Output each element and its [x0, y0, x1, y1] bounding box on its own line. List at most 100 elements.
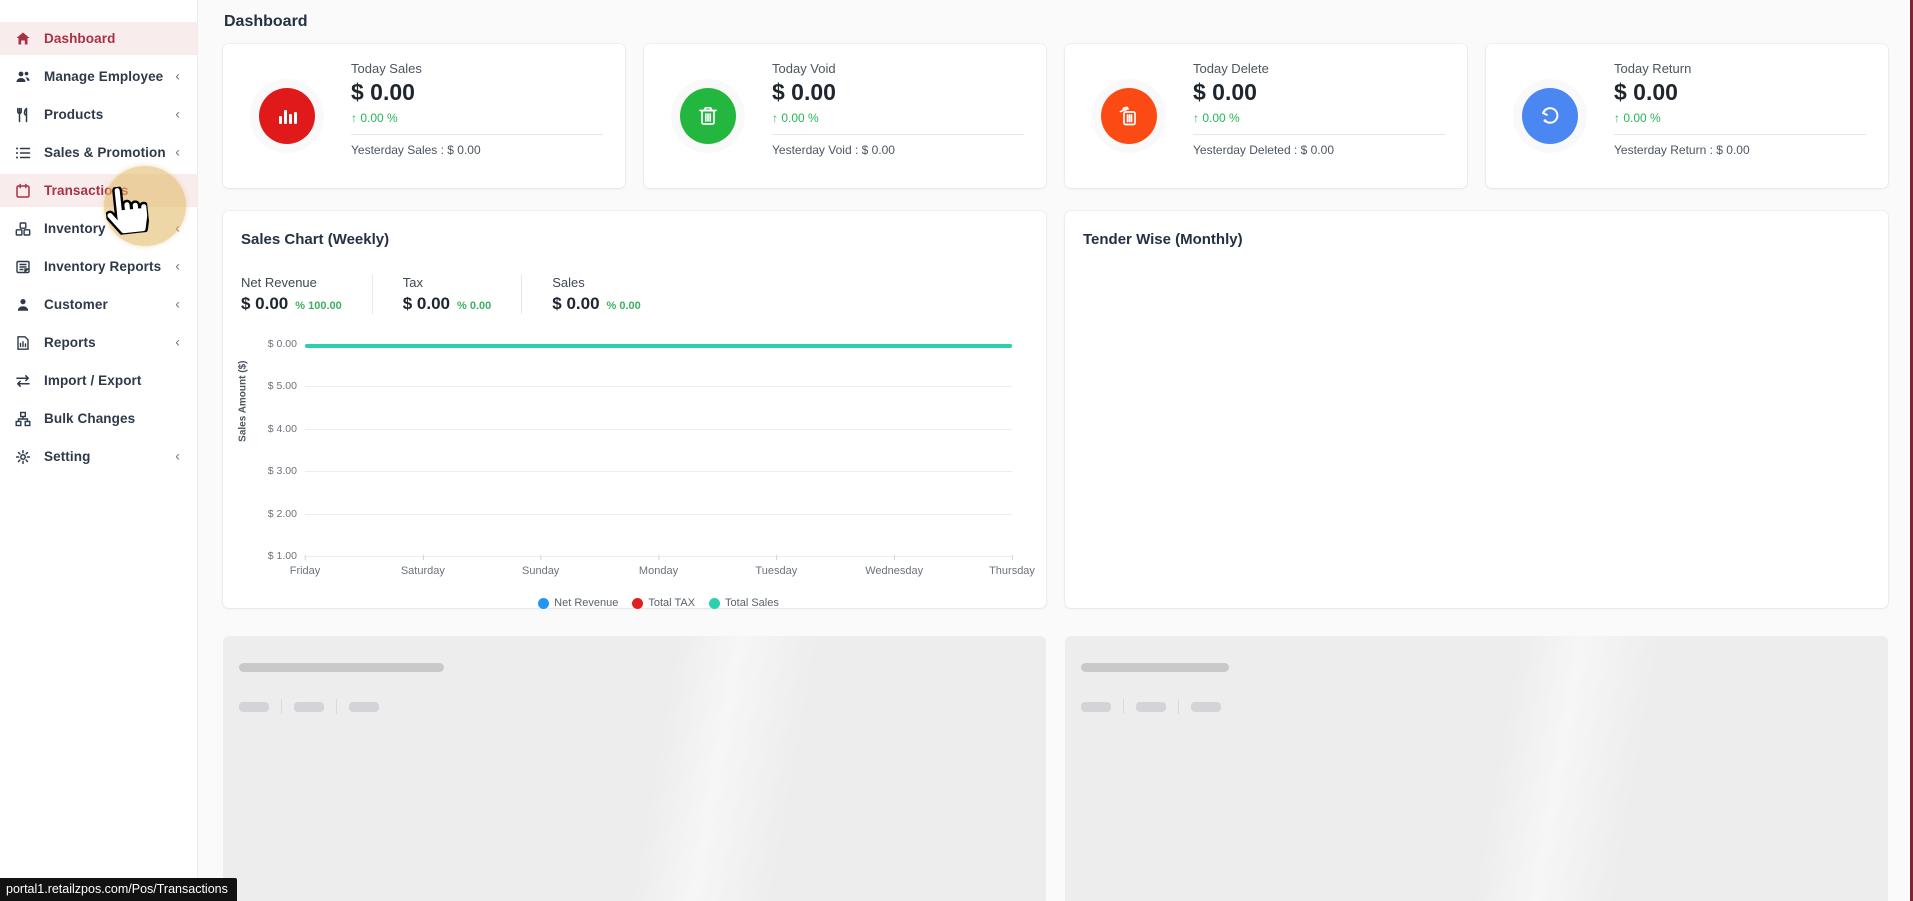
- skeleton-divider: [1178, 699, 1179, 714]
- stat-delta: ↑ 0.00 %: [1193, 111, 1240, 125]
- sidebar: Dashboard Manage Employee ‹ Products ‹ S…: [0, 0, 198, 901]
- gear-icon: [15, 449, 31, 465]
- x-axis-labels: Friday Saturday Sunday Monday Tuesday We…: [290, 555, 1035, 581]
- y-axis-title: Sales Amount ($): [237, 360, 249, 442]
- chart-grid: $ 5.00 $ 4.00 $ 3.00: [268, 338, 1012, 562]
- chevron-left-icon: ‹: [175, 257, 180, 274]
- sidebar-item-customer[interactable]: Customer ‹: [0, 288, 197, 321]
- legend-item[interactable]: Net Revenue: [538, 597, 618, 609]
- sidebar-item-inventory-reports[interactable]: Inventory Reports ‹: [0, 250, 197, 283]
- x-tick-label: Friday: [289, 555, 321, 577]
- chevron-left-icon: ‹: [175, 67, 180, 84]
- sidebar-item-reports[interactable]: Reports ‹: [0, 326, 197, 359]
- utensils-icon: [15, 107, 31, 123]
- y-tick-label: $ 5.00: [267, 380, 297, 393]
- gridline: [305, 513, 1012, 515]
- sidebar-item-label: Inventory Reports: [44, 259, 162, 274]
- divider: [772, 134, 1024, 135]
- skeleton-title-bar: [1081, 663, 1229, 672]
- x-tick-label: Saturday: [400, 555, 445, 577]
- x-tick-label: Monday: [638, 555, 679, 577]
- gridline: [305, 556, 1012, 557]
- y-tick-label: $ 4.00: [267, 422, 297, 435]
- stat-footer: Yesterday Return : $ 0.00: [1614, 143, 1750, 157]
- x-tick-label: Wednesday: [865, 555, 924, 577]
- chart-stat-value: $ 0.00: [552, 294, 600, 313]
- stat-card-today-void: Today Void $ 0.00 ↑ 0.00 % Yesterday Voi…: [644, 44, 1046, 188]
- sidebar-item-label: Customer: [44, 297, 108, 312]
- stat-title: Today Void: [772, 61, 836, 76]
- up-arrow-icon: ↑: [1193, 111, 1199, 125]
- file-chart-icon: [15, 335, 31, 351]
- stat-card-today-return: Today Return $ 0.00 ↑ 0.00 % Yesterday R…: [1486, 44, 1888, 188]
- sidebar-item-sales-promotion[interactable]: Sales & Promotion ‹: [0, 136, 197, 169]
- skeleton-divider: [281, 699, 282, 714]
- chevron-left-icon: ‹: [175, 447, 180, 464]
- users-icon: [15, 69, 31, 85]
- chart-stat-value: $ 0.00: [402, 294, 451, 313]
- legend-dot-icon: [709, 597, 721, 609]
- chart-row: Sales Chart (Weekly) Net Revenue $ 0.00 …: [223, 211, 1888, 609]
- sidebar-item-dashboard[interactable]: Dashboard: [0, 22, 197, 55]
- stat-card-row: Today Sales $ 0.00 ↑ 0.00 % Yesterday Sa…: [223, 44, 1888, 188]
- total-sales-series-line: [305, 344, 1012, 348]
- page-title: Dashboard: [224, 13, 308, 30]
- up-arrow-icon: ↑: [351, 111, 357, 125]
- chart-stat-label: Sales: [552, 275, 585, 290]
- document-icon: [15, 259, 31, 275]
- skeleton-divider: [1123, 699, 1124, 714]
- sidebar-item-label: Inventory: [44, 221, 106, 236]
- sidebar-menu: Dashboard Manage Employee ‹ Products ‹ S…: [0, 22, 197, 473]
- x-tick-label: Thursday: [989, 555, 1035, 577]
- y-tick-label: $ 0.00: [267, 338, 297, 350]
- chart-stat: Tax $ 0.00 % 0.00: [371, 275, 522, 314]
- trash-icon: [680, 88, 736, 144]
- stat-delta: ↑ 0.00 %: [351, 111, 398, 125]
- up-arrow-icon: ↑: [1614, 111, 1620, 125]
- main-content: Dashboard Today Sales $ 0.00 ↑ 0.00 % Ye…: [198, 0, 1913, 901]
- stat-card-today-sales: Today Sales $ 0.00 ↑ 0.00 % Yesterday Sa…: [223, 44, 625, 188]
- chart-legend: Net Revenue Total TAX Total Sales: [305, 597, 1012, 609]
- skeleton-card: [223, 636, 1046, 901]
- divider: [1614, 134, 1866, 135]
- legend-item[interactable]: Total Sales: [709, 597, 779, 609]
- skeleton-pill: [1136, 701, 1166, 712]
- skeleton-divider: [336, 699, 337, 714]
- sidebar-item-setting[interactable]: Setting ‹: [0, 440, 197, 473]
- home-icon: [15, 31, 31, 47]
- sales-chart-card: Sales Chart (Weekly) Net Revenue $ 0.00 …: [223, 211, 1046, 609]
- stat-title: Today Delete: [1193, 61, 1269, 76]
- stat-delta: ↑ 0.00 %: [1614, 111, 1661, 125]
- skeleton-title-bar: [239, 663, 444, 672]
- list-icon: [15, 145, 31, 161]
- sidebar-item-label: Setting: [44, 449, 91, 464]
- chevron-left-icon: ‹: [175, 333, 180, 350]
- legend-dot-icon: [632, 597, 644, 609]
- sidebar-item-label: Import / Export: [44, 373, 142, 388]
- sidebar-item-label: Bulk Changes: [44, 411, 136, 426]
- trash-restore-icon: [1101, 88, 1157, 144]
- up-arrow-icon: ↑: [772, 111, 778, 125]
- legend-label: Total TAX: [648, 597, 696, 609]
- x-tick-label: Sunday: [522, 555, 560, 577]
- chart-stat-percent: % 100.00: [295, 300, 342, 312]
- skeleton-row: [223, 636, 1888, 901]
- stat-footer: Yesterday Void : $ 0.00: [772, 143, 895, 157]
- chart-stat-label: Tax: [402, 275, 423, 290]
- sidebar-item-label: Manage Employee: [44, 69, 164, 84]
- stat-title: Today Return: [1614, 61, 1692, 76]
- legend-dot-icon: [538, 597, 550, 609]
- legend-item[interactable]: Total TAX: [632, 597, 695, 609]
- chevron-left-icon: ‹: [175, 295, 180, 312]
- divider: [1193, 134, 1445, 135]
- stat-delta: ↑ 0.00 %: [772, 111, 819, 125]
- stat-footer: Yesterday Sales : $ 0.00: [351, 143, 481, 157]
- sidebar-item-bulk-changes[interactable]: Bulk Changes: [0, 402, 197, 435]
- swap-arrows-icon: [15, 373, 31, 389]
- sidebar-item-products[interactable]: Products ‹: [0, 98, 197, 131]
- sidebar-item-manage-employee[interactable]: Manage Employee ‹: [0, 60, 197, 93]
- sales-chart-title: Sales Chart (Weekly): [241, 231, 390, 248]
- gridline: [305, 386, 1012, 388]
- skeleton-pill: [349, 701, 379, 712]
- sidebar-item-import-export[interactable]: Import / Export: [0, 364, 197, 397]
